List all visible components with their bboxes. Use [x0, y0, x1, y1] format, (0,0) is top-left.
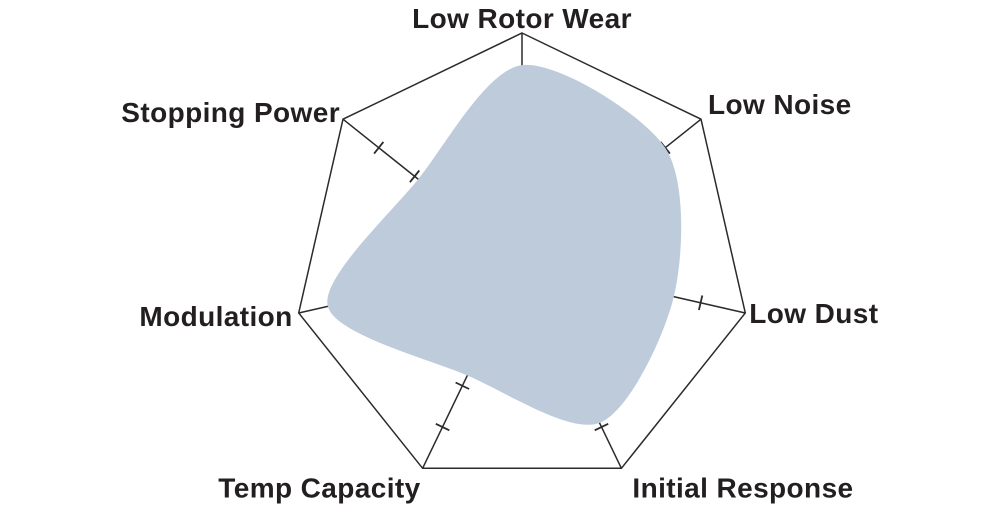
radar-axis-labels: Low Rotor Wear Low Noise Low Dust Initia… [121, 3, 878, 503]
grid-tick [455, 381, 470, 390]
axis-label-low-dust: Low Dust [749, 298, 878, 329]
grid-tick [409, 169, 421, 183]
grid-tick [594, 422, 609, 432]
axis-label-modulation: Modulation [139, 301, 292, 332]
axis-label-initial-response: Initial Response [632, 472, 853, 503]
axis-label-low-rotor-wear: Low Rotor Wear [412, 3, 632, 34]
axis-label-stopping-power: Stopping Power [121, 97, 340, 128]
grid-tick [698, 295, 704, 311]
axis-label-low-noise: Low Noise [708, 89, 852, 120]
grid-tick [435, 422, 450, 432]
axis-label-temp-capacity: Temp Capacity [218, 472, 420, 503]
grid-tick [373, 141, 385, 155]
radar-fill-series [327, 64, 682, 425]
grid-outline [297, 32, 747, 470]
